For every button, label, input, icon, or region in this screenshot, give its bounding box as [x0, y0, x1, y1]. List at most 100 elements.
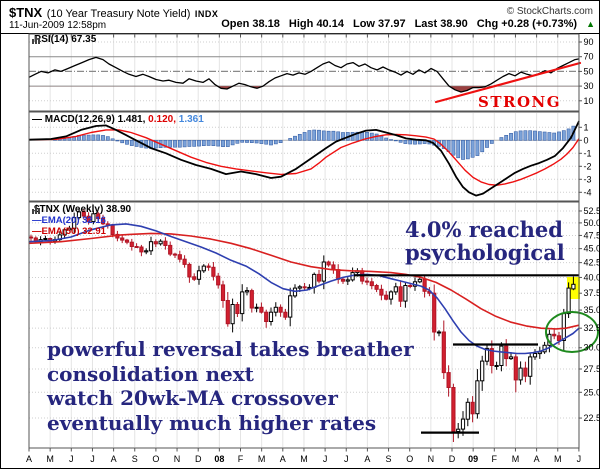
- macd-histogram-bar: [326, 130, 331, 141]
- x-axis-label: N: [428, 454, 435, 464]
- candle-body: [62, 229, 67, 236]
- candle-body: [528, 356, 533, 377]
- candle-body: [369, 281, 374, 287]
- macd-histogram-bar: [537, 131, 542, 141]
- macd-histogram-bar: [288, 138, 293, 141]
- candle-body: [273, 306, 278, 313]
- x-axis-label: S: [386, 454, 392, 464]
- x-axis-label: O: [152, 454, 159, 464]
- candle-body: [153, 241, 158, 245]
- macd-histogram-bar: [197, 140, 201, 147]
- macd-histogram-bar: [264, 140, 269, 145]
- macd-histogram-bar: [523, 130, 528, 141]
- macd-histogram-bar: [168, 140, 173, 148]
- x-axis-label: J: [323, 454, 328, 464]
- candle-body: [446, 372, 451, 389]
- candle-body: [384, 294, 389, 300]
- candle-body: [100, 218, 106, 225]
- candle-body: [475, 380, 480, 415]
- macd-histogram-bar: [403, 140, 408, 144]
- y-axis-label: 27.5: [584, 364, 600, 374]
- macd-histogram-bar: [62, 138, 67, 141]
- candle-body: [465, 401, 470, 420]
- macd-histogram-bar: [297, 134, 302, 141]
- y-axis-label: 10: [584, 96, 594, 106]
- macd-histogram-bar: [225, 140, 230, 147]
- x-axis-label: A: [111, 454, 117, 464]
- macd-histogram-bar: [542, 131, 547, 141]
- candle-body: [91, 213, 96, 223]
- x-axis-label: D: [449, 454, 456, 464]
- quote-open: Open 38.18: [221, 18, 280, 30]
- candle-body: [110, 224, 115, 235]
- candle-body: [456, 428, 461, 433]
- macd-histogram-bar: [509, 133, 513, 141]
- macd-histogram-bar: [317, 129, 321, 141]
- annotation-line: powerful reversal takes breather: [47, 337, 414, 361]
- macd-histogram-bar: [398, 140, 403, 143]
- candle-body: [508, 356, 514, 360]
- macd-histogram-bar: [379, 135, 384, 141]
- price-label: $TNX (Weekly) 38.90: [34, 204, 132, 215]
- annotation-psychological: 4.0% reached psychological: [405, 218, 565, 264]
- candle-body: [148, 241, 154, 252]
- y-axis-label: -2: [584, 161, 592, 171]
- y-axis-label: 0: [584, 135, 589, 145]
- candle-body: [460, 418, 466, 430]
- macd-histogram-bar: [461, 140, 465, 160]
- candle-body: [235, 304, 240, 314]
- candle-body: [220, 284, 226, 301]
- macd-histogram-bar: [177, 140, 182, 148]
- y-axis-label: 42.5: [584, 258, 600, 268]
- ema50-legend: —EMA(50) 32.91: [32, 226, 106, 237]
- candle-body: [283, 311, 288, 318]
- macd-histogram-bar: [485, 140, 489, 148]
- candle-body: [76, 211, 82, 219]
- macd-histogram-bar: [480, 140, 485, 153]
- macd-histogram-bar: [561, 130, 566, 141]
- x-axis-label: 09: [468, 454, 478, 464]
- macd-histogram-bar: [67, 137, 72, 141]
- rsi-label: RSI(14) 67.35: [34, 34, 97, 45]
- x-axis-label: N: [174, 454, 181, 464]
- candle-body: [566, 287, 571, 315]
- ticker-symbol: $TNX: [9, 5, 43, 20]
- candle-body: [168, 244, 173, 255]
- macd-histogram-bar: [201, 140, 206, 147]
- candle-body: [134, 246, 139, 248]
- macd-histogram-bar: [182, 140, 187, 148]
- candle-body: [182, 258, 187, 265]
- x-axis-label: M: [300, 454, 308, 464]
- candle-body: [432, 292, 437, 333]
- candle-body: [139, 246, 144, 253]
- candle-body: [398, 286, 403, 302]
- candle-body: [556, 335, 562, 341]
- candle-body: [499, 345, 504, 367]
- macd-histogram-bar: [365, 132, 369, 141]
- x-axis-label: F: [492, 454, 498, 464]
- macd-histogram-bar: [216, 140, 221, 147]
- y-axis-label: 45.0: [584, 244, 600, 254]
- macd-histogram-bar: [81, 134, 86, 141]
- y-axis-label: 90: [584, 37, 594, 47]
- candle-body: [201, 265, 206, 272]
- macd-histogram-bar: [221, 140, 225, 148]
- candle-body: [96, 213, 101, 220]
- candle-body: [403, 285, 408, 302]
- macd-hist-value: 1.361: [178, 114, 204, 125]
- macd-histogram-bar: [307, 130, 312, 141]
- candle-body: [172, 253, 178, 256]
- quote-low: Low 37.97: [352, 18, 406, 30]
- macd-histogram-bar: [389, 139, 393, 141]
- macd-histogram-bar: [489, 140, 494, 144]
- candle-body: [393, 286, 398, 293]
- candle-body: [163, 240, 168, 246]
- annotation-line: consolidation next: [47, 361, 254, 386]
- annotation-line: eventually much higher rates: [47, 410, 377, 435]
- macd-histogram-bar: [173, 140, 177, 148]
- x-axis-label: J: [577, 454, 582, 464]
- candle-body: [441, 331, 446, 374]
- candle-body: [523, 367, 528, 377]
- ticker-line: $TNX (10 Year Treasury Note Yield) INDX: [9, 4, 218, 22]
- macd-histogram-bar: [413, 140, 417, 145]
